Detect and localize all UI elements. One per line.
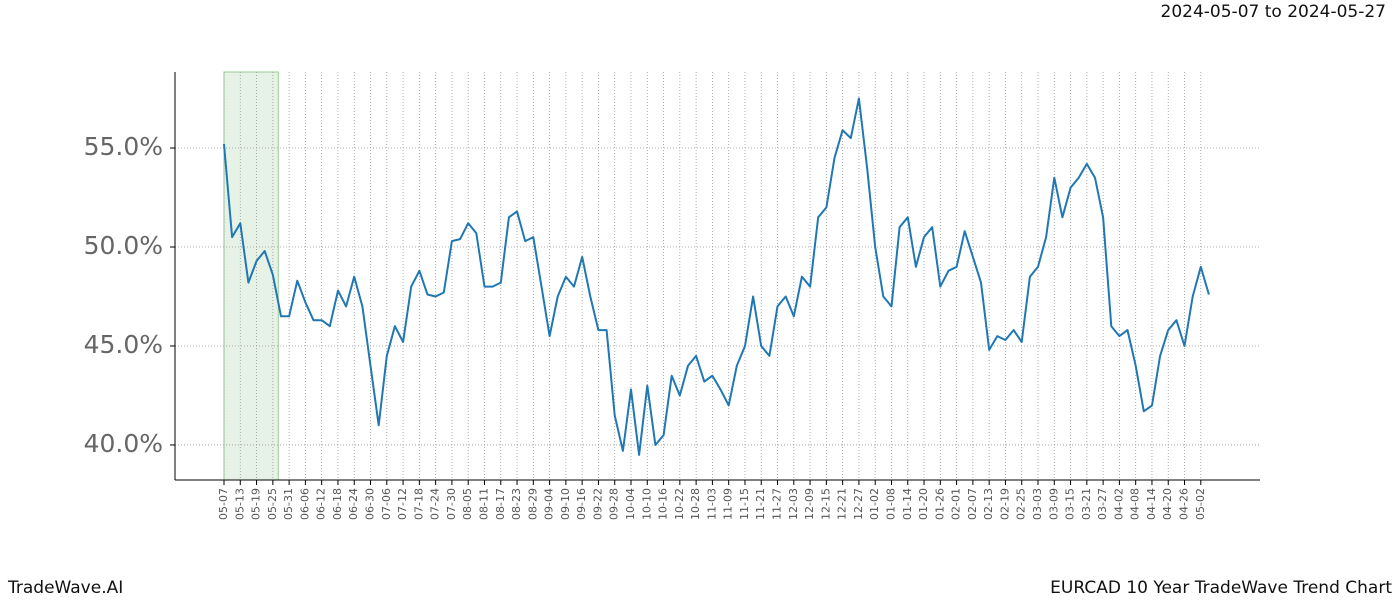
x-tick-label: 07-24 bbox=[429, 488, 442, 520]
x-tick-label: 12-03 bbox=[787, 488, 800, 520]
x-tick-label: 11-15 bbox=[738, 488, 751, 520]
x-tick-label: 06-24 bbox=[347, 488, 360, 520]
x-tick-label: 12-09 bbox=[803, 488, 816, 520]
x-tick-label: 09-16 bbox=[575, 488, 588, 520]
y-tick-label: 50.0% bbox=[84, 231, 163, 260]
x-tick-label: 05-07 bbox=[217, 488, 230, 520]
x-tick-label: 10-04 bbox=[624, 488, 637, 520]
trend-line bbox=[223, 97, 1210, 456]
x-tick-label: 03-27 bbox=[1096, 488, 1109, 520]
x-tick-label: 09-04 bbox=[543, 488, 556, 520]
y-tick-label: 40.0% bbox=[84, 429, 163, 458]
x-tick-label: 05-19 bbox=[250, 488, 263, 520]
x-tick-label: 04-08 bbox=[1129, 488, 1142, 520]
x-tick-label: 09-10 bbox=[559, 488, 572, 520]
x-tick-label: 10-10 bbox=[640, 488, 653, 520]
x-tick-label: 09-28 bbox=[608, 488, 621, 520]
x-tick-label: 04-02 bbox=[1112, 488, 1125, 520]
x-tick-label: 11-03 bbox=[705, 488, 718, 520]
x-tick-label: 03-03 bbox=[1031, 488, 1044, 520]
x-tick-label: 10-16 bbox=[657, 488, 670, 520]
y-tick-label: 55.0% bbox=[84, 132, 163, 161]
x-tick-label: 11-21 bbox=[754, 488, 767, 520]
x-tick-label: 07-06 bbox=[380, 488, 393, 520]
x-tick-label: 01-26 bbox=[933, 488, 946, 520]
x-tick-label: 08-29 bbox=[526, 488, 539, 520]
x-tick-label: 02-13 bbox=[982, 488, 995, 520]
x-tick-label: 06-18 bbox=[331, 488, 344, 520]
x-tick-label: 04-20 bbox=[1161, 488, 1174, 520]
x-tick-label: 06-06 bbox=[298, 488, 311, 520]
x-tick-label: 01-02 bbox=[868, 488, 881, 520]
x-tick-label: 05-02 bbox=[1194, 488, 1207, 520]
x-tick-label: 11-27 bbox=[771, 488, 784, 520]
x-tick-label: 10-28 bbox=[689, 488, 702, 520]
x-tick-label: 09-22 bbox=[591, 488, 604, 520]
x-tick-label: 03-09 bbox=[1047, 488, 1060, 520]
x-tick-label: 12-15 bbox=[819, 488, 832, 520]
x-tick-label: 06-30 bbox=[364, 488, 377, 520]
x-tick-label: 08-17 bbox=[494, 488, 507, 520]
x-tick-label: 04-26 bbox=[1178, 488, 1191, 520]
x-tick-label: 12-21 bbox=[836, 488, 849, 520]
x-tick-label: 05-25 bbox=[266, 488, 279, 520]
y-tick-label: 45.0% bbox=[84, 330, 163, 359]
x-tick-label: 02-25 bbox=[1015, 488, 1028, 520]
x-tick-label: 07-12 bbox=[396, 488, 409, 520]
x-tick-label: 02-19 bbox=[998, 488, 1011, 520]
x-tick-label: 08-11 bbox=[477, 488, 490, 520]
x-tick-label: 12-27 bbox=[852, 488, 865, 520]
x-tick-label: 03-15 bbox=[1064, 488, 1077, 520]
x-tick-label: 07-18 bbox=[412, 488, 425, 520]
x-tick-label: 02-07 bbox=[966, 488, 979, 520]
chart-subtitle: 2024-05-07 to 2024-05-27 bbox=[1161, 2, 1386, 22]
x-tick-label: 11-09 bbox=[722, 488, 735, 520]
x-tick-label: 04-14 bbox=[1145, 488, 1158, 520]
x-tick-label: 06-12 bbox=[315, 488, 328, 520]
x-tick-label: 01-14 bbox=[901, 488, 914, 520]
x-tick-label: 02-01 bbox=[950, 488, 963, 520]
x-tick-label: 01-08 bbox=[884, 488, 897, 520]
x-tick-label: 08-23 bbox=[510, 488, 523, 520]
brand: TradeWave.AI bbox=[7, 578, 123, 598]
chart-title: EURCAD 10 Year TradeWave Trend Chart bbox=[1050, 578, 1392, 598]
x-tick-label: 08-05 bbox=[461, 488, 474, 520]
x-tick-label: 05-31 bbox=[282, 488, 295, 520]
x-tick-label: 10-22 bbox=[673, 488, 686, 520]
x-tick-label: 05-13 bbox=[233, 488, 246, 520]
x-tick-label: 03-21 bbox=[1080, 488, 1093, 520]
x-tick-label: 01-20 bbox=[917, 488, 930, 520]
x-tick-label: 07-30 bbox=[445, 488, 458, 520]
